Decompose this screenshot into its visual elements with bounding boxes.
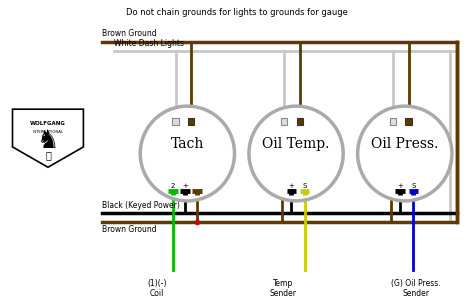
Text: +: + bbox=[397, 183, 403, 189]
Ellipse shape bbox=[358, 106, 452, 201]
Text: 2: 2 bbox=[171, 183, 175, 189]
Text: INTERNATIONAL: INTERNATIONAL bbox=[32, 130, 64, 134]
Text: (G) Oil Press.
Sender: (G) Oil Press. Sender bbox=[391, 279, 440, 298]
Text: +: + bbox=[288, 183, 294, 189]
Text: White Dash Lights: White Dash Lights bbox=[114, 39, 184, 48]
Text: Ⓦ: Ⓦ bbox=[45, 151, 51, 161]
Ellipse shape bbox=[249, 106, 343, 201]
Text: S: S bbox=[411, 183, 416, 189]
Ellipse shape bbox=[140, 106, 235, 201]
FancyBboxPatch shape bbox=[405, 118, 411, 125]
Text: Oil Press.: Oil Press. bbox=[371, 137, 438, 151]
FancyBboxPatch shape bbox=[173, 118, 179, 125]
FancyBboxPatch shape bbox=[188, 118, 194, 125]
Text: ♞: ♞ bbox=[37, 129, 59, 153]
Text: +: + bbox=[182, 183, 188, 189]
FancyBboxPatch shape bbox=[281, 118, 287, 125]
Text: Do not chain grounds for lights to grounds for gauge: Do not chain grounds for lights to groun… bbox=[126, 8, 348, 17]
Text: Tach: Tach bbox=[171, 137, 204, 151]
Text: (1)(-)
Coil: (1)(-) Coil bbox=[147, 279, 166, 298]
Text: Oil Temp.: Oil Temp. bbox=[263, 137, 330, 151]
FancyBboxPatch shape bbox=[297, 118, 303, 125]
Text: S: S bbox=[302, 183, 307, 189]
Text: WOLFGANG: WOLFGANG bbox=[30, 121, 66, 126]
Polygon shape bbox=[12, 109, 83, 167]
FancyBboxPatch shape bbox=[390, 118, 396, 125]
Text: Black (Keyed Power): Black (Keyed Power) bbox=[102, 201, 180, 210]
Text: Temp
Sender: Temp Sender bbox=[270, 279, 297, 298]
Text: Brown Ground: Brown Ground bbox=[102, 29, 157, 38]
Text: Brown Ground: Brown Ground bbox=[102, 225, 157, 234]
